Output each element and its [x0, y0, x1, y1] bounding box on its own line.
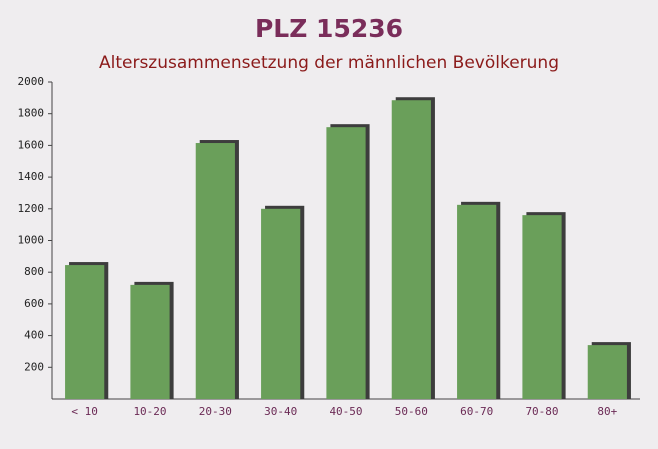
y-tick-label: 400 — [24, 329, 44, 342]
x-tick-label: 60-70 — [460, 405, 493, 418]
bar — [130, 284, 170, 399]
bar — [261, 208, 301, 399]
y-tick-label: 600 — [24, 297, 44, 310]
x-tick-label: 70-80 — [525, 405, 558, 418]
bar — [65, 265, 105, 399]
bar — [195, 143, 235, 399]
bar — [391, 100, 431, 399]
y-tick-label: 1000 — [18, 234, 45, 247]
y-tick-label: 800 — [24, 265, 44, 278]
bar — [457, 204, 497, 399]
x-tick-label: < 10 — [71, 405, 98, 418]
x-tick-label: 50-60 — [395, 405, 428, 418]
chart-title: PLZ 15236 — [255, 14, 403, 43]
y-tick-label: 2000 — [18, 75, 45, 88]
y-tick-label: 200 — [24, 360, 44, 373]
chart-subtitle: Alterszusammensetzung der männlichen Bev… — [99, 53, 559, 73]
x-tick-label: 20-30 — [199, 405, 232, 418]
x-tick-label: 80+ — [597, 405, 617, 418]
bar — [326, 127, 366, 400]
x-tick-label: 40-50 — [329, 405, 362, 418]
bar — [522, 215, 562, 399]
y-tick-label: 1400 — [18, 170, 45, 183]
y-tick-label: 1200 — [18, 202, 45, 215]
x-tick-label: 10-20 — [133, 405, 166, 418]
y-tick-label: 1800 — [18, 107, 45, 120]
y-tick-label: 1600 — [18, 138, 45, 151]
bar — [587, 345, 627, 399]
x-tick-label: 30-40 — [264, 405, 297, 418]
